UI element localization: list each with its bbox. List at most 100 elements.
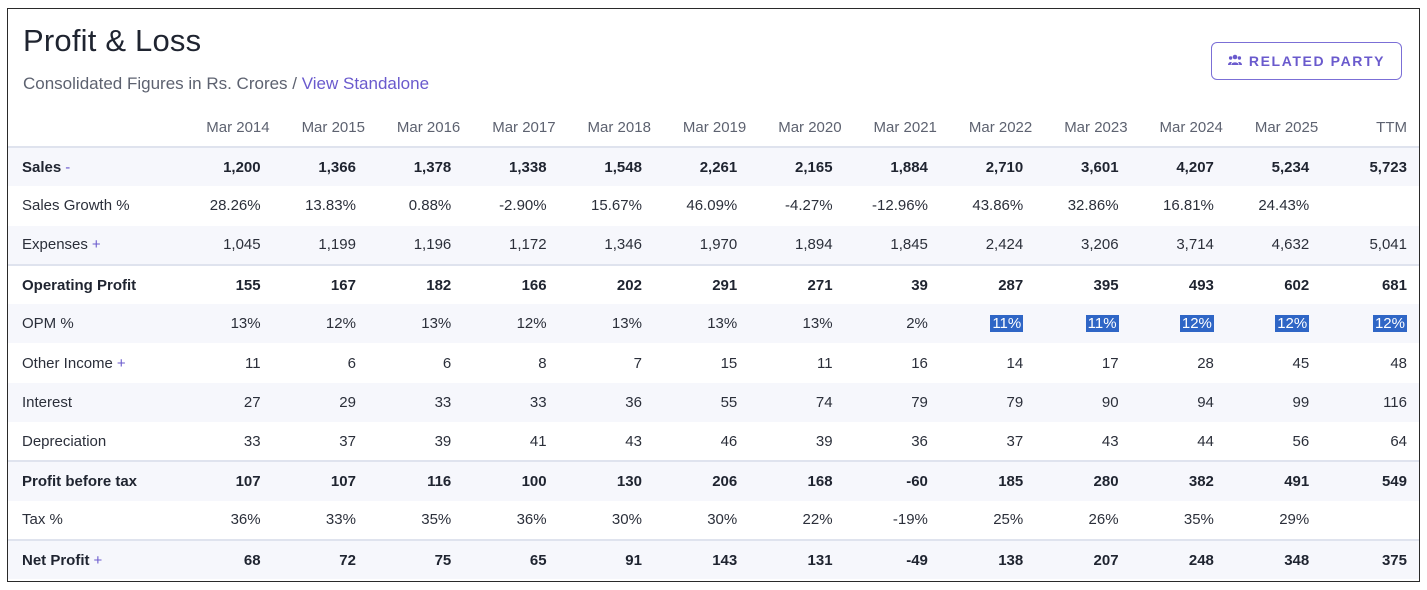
table-row: Expenses +1,045 1,199 1,196 1,172 1,346 1,970 1… (8, 225, 1419, 265)
table-cell: 1,548 (556, 147, 651, 186)
table-cell: 202 (556, 265, 651, 304)
table-header-row: Mar 2014 Mar 2015 Mar 2016 Mar 2017 Mar 2018… (8, 109, 1419, 147)
table-cell: 25% (937, 501, 1032, 540)
cell-value: 155 (235, 276, 261, 294)
table-cell: 39 (365, 422, 460, 461)
table-cell: 1,845 (842, 226, 937, 265)
cell-value: 1,378 (413, 158, 452, 176)
table-cell: 2,165 (746, 147, 841, 186)
cell-value: 382 (1188, 473, 1214, 491)
subtitle: Consolidated Figures in Rs. Crores / Vie… (23, 74, 429, 94)
cell-value: 1,338 (509, 158, 547, 176)
cell-value: 94 (1197, 393, 1214, 411)
cell-value: 182 (426, 276, 452, 294)
cell-value: 12% (1372, 315, 1407, 333)
row-label: Interest (8, 383, 174, 422)
page-title: Profit & Loss (23, 23, 202, 58)
table-cell: 91 (556, 540, 651, 579)
table-cell: 75 (365, 540, 460, 579)
cell-value: 91 (625, 551, 642, 569)
table-cell: 5,234 (1223, 147, 1318, 186)
expand-toggle[interactable]: + (93, 551, 103, 569)
table-cell: 22% (746, 501, 841, 540)
cell-value: 280 (1093, 473, 1119, 491)
expand-toggle[interactable]: + (116, 354, 126, 372)
row-label[interactable]: Sales - (8, 147, 174, 186)
cell-value: 206 (712, 473, 738, 491)
table-cell: 12% (1128, 304, 1223, 343)
table-cell: 28 (1128, 343, 1223, 382)
row-label[interactable]: Other Income + (8, 343, 174, 382)
cell-value: 39 (815, 432, 833, 450)
cell-value: 1,200 (223, 158, 261, 176)
table-cell: 12% (270, 304, 365, 343)
subtitle-text: Consolidated Figures in Rs. Crores / (23, 74, 302, 93)
cell-value: 107 (235, 473, 261, 491)
cell-value: 29% (1279, 511, 1310, 529)
table-cell: 11 (174, 343, 269, 382)
row-label[interactable]: Net Profit + (8, 540, 174, 579)
table-cell: 167 (270, 265, 365, 304)
row-label[interactable]: Expenses + (8, 226, 174, 265)
column-header: Mar 2015 (301, 119, 365, 136)
cell-value: 1,045 (223, 236, 261, 254)
cell-value: 74 (815, 393, 833, 411)
label-header (8, 109, 174, 147)
table-cell: 1,378 (365, 147, 460, 186)
table-cell: 35% (365, 501, 460, 540)
cell-value: 90 (1101, 393, 1119, 411)
cell-value: 207 (1093, 551, 1119, 569)
cell-value: 43.86% (972, 197, 1024, 215)
column-header: TTM (1376, 119, 1407, 136)
table-cell: 6 (365, 343, 460, 382)
cell-value: 56 (1292, 432, 1310, 450)
table-cell: 37 (937, 422, 1032, 461)
cell-value: 2,424 (985, 236, 1024, 254)
table-row: Depreciation 33 37 39 41 43 46 39 36 37 43 44 56 64 (8, 422, 1419, 461)
cell-value: 166 (521, 276, 547, 294)
cell-value: 7 (633, 354, 642, 372)
cell-value: 33 (434, 393, 452, 411)
collapse-toggle[interactable]: - (65, 158, 71, 176)
cell-value: 16 (911, 354, 928, 372)
column-header: Mar 2025 (1254, 119, 1319, 136)
related-party-button[interactable]: RELATED PARTY (1211, 42, 1402, 80)
cell-value: 43 (1101, 432, 1119, 450)
cell-value: 36% (516, 511, 547, 529)
table-cell: 1,366 (270, 147, 365, 186)
table-cell: 116 (365, 461, 460, 500)
cell-value: 291 (712, 276, 738, 294)
cell-value: 1,346 (604, 236, 642, 254)
table-cell: 348 (1223, 540, 1318, 579)
expand-toggle[interactable]: + (91, 236, 101, 254)
table-row: Operating Profit 155 167 182 166 202 291 271 39 2… (8, 264, 1419, 304)
table-cell: 3,206 (1032, 226, 1127, 265)
view-standalone-link[interactable]: View Standalone (301, 74, 430, 93)
cell-value: 6 (347, 354, 356, 372)
table-cell: 11% (937, 304, 1032, 343)
table-cell: 29% (1223, 501, 1318, 540)
cell-value: 39 (434, 432, 452, 450)
table-cell: 206 (651, 461, 746, 500)
cell-value: 32.86% (1067, 197, 1119, 215)
table-cell: 1,200 (174, 147, 269, 186)
table-cell: 1,199 (270, 226, 365, 265)
table-cell: -2.90% (460, 186, 555, 225)
table-cell: 13% (174, 304, 269, 343)
table-cell: 16 (842, 343, 937, 382)
table-cell (1318, 186, 1419, 225)
row-label-text: Net Profit (22, 551, 90, 569)
row-label: Tax % (8, 501, 174, 540)
cell-value: 13% (802, 315, 833, 333)
table-cell: -12.96% (842, 186, 937, 225)
table-cell: 2,261 (651, 147, 746, 186)
table-cell: 130 (556, 461, 651, 500)
related-party-label: RELATED PARTY (1248, 53, 1386, 69)
cell-value: 287 (998, 276, 1024, 294)
cell-value: -4.27% (785, 197, 833, 215)
table-cell: -60 (842, 461, 937, 500)
table-cell: 185 (937, 461, 1032, 500)
cell-value: 167 (330, 276, 356, 294)
table-cell: 107 (174, 461, 269, 500)
cell-value: 17 (1101, 354, 1119, 372)
